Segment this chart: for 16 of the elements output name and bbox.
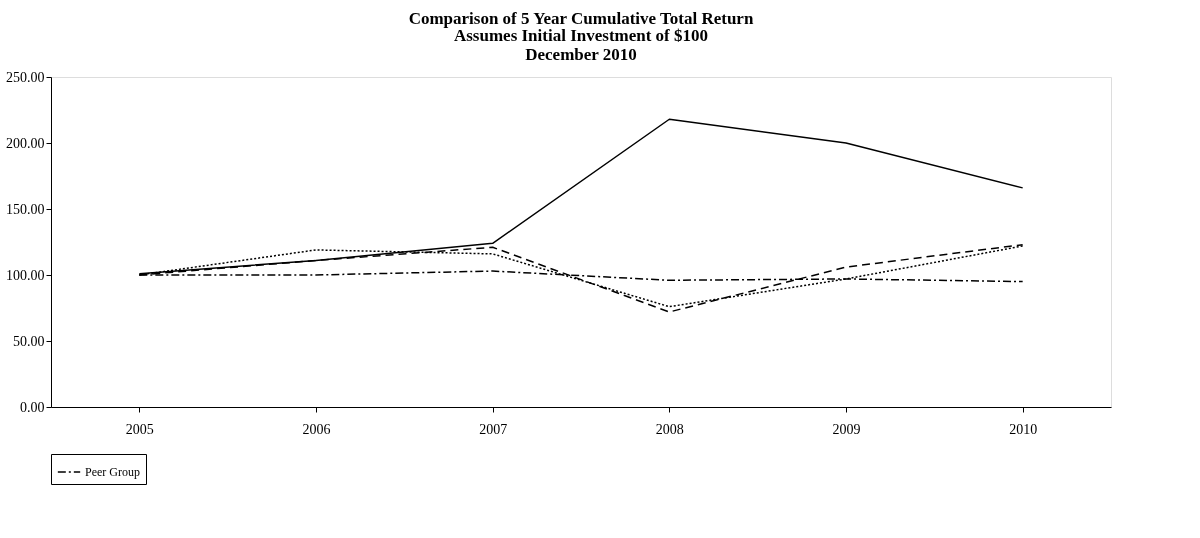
- text: December 2010: [525, 45, 637, 64]
- y-tick-label: 0.00: [20, 399, 45, 415]
- chart-title: Comparison of 5 Year Cumulative Total Return: [408, 9, 754, 28]
- y-tick-label: 50.00: [13, 333, 45, 349]
- x-tick-label: 2008: [655, 421, 684, 437]
- y-tick-label: 200.00: [6, 135, 45, 151]
- x-tick-label: 2005: [125, 421, 154, 437]
- x-tick-label: 2009: [832, 421, 861, 437]
- x-tick-label: 2007: [479, 421, 508, 437]
- y-tick-label: 250.00: [6, 69, 45, 85]
- y-tick-label: 100.00: [6, 267, 45, 283]
- y-tick-label: 150.00: [6, 201, 45, 217]
- x-tick-label: 2010: [1009, 421, 1038, 437]
- x-tick-label: 2006: [302, 421, 331, 437]
- text: Assumes Initial Investment of $100: [453, 26, 709, 45]
- legend-label: Peer Group: [85, 465, 140, 479]
